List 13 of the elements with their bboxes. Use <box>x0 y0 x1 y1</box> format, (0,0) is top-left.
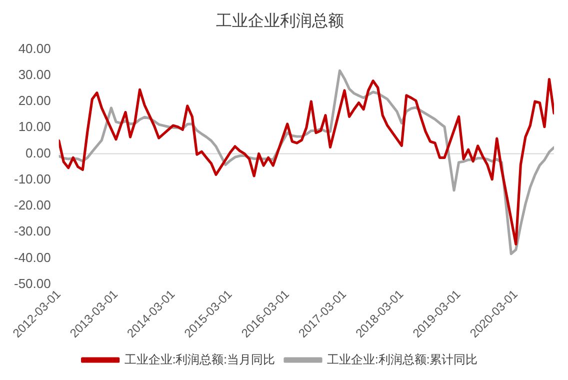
y-tick-label: -10.00 <box>14 171 51 186</box>
y-tick-label: 20.00 <box>18 93 51 108</box>
y-tick-label: -20.00 <box>14 198 51 213</box>
y-tick-label: -30.00 <box>14 224 51 239</box>
y-tick-label: 40.00 <box>18 40 51 56</box>
chart-title: 工业企业利润总额 <box>216 12 344 30</box>
y-tick-label: 30.00 <box>18 66 51 82</box>
y-tick-label: 0.00 <box>26 145 51 160</box>
y-tick-label: 10.00 <box>18 119 51 134</box>
legend-label: 工业企业:利润总额:当月同比 <box>124 352 276 366</box>
legend-label: 工业企业:利润总额:累计同比 <box>327 352 478 366</box>
y-tick-label: -50.00 <box>14 276 51 291</box>
y-tick-label: -40.00 <box>14 250 51 265</box>
